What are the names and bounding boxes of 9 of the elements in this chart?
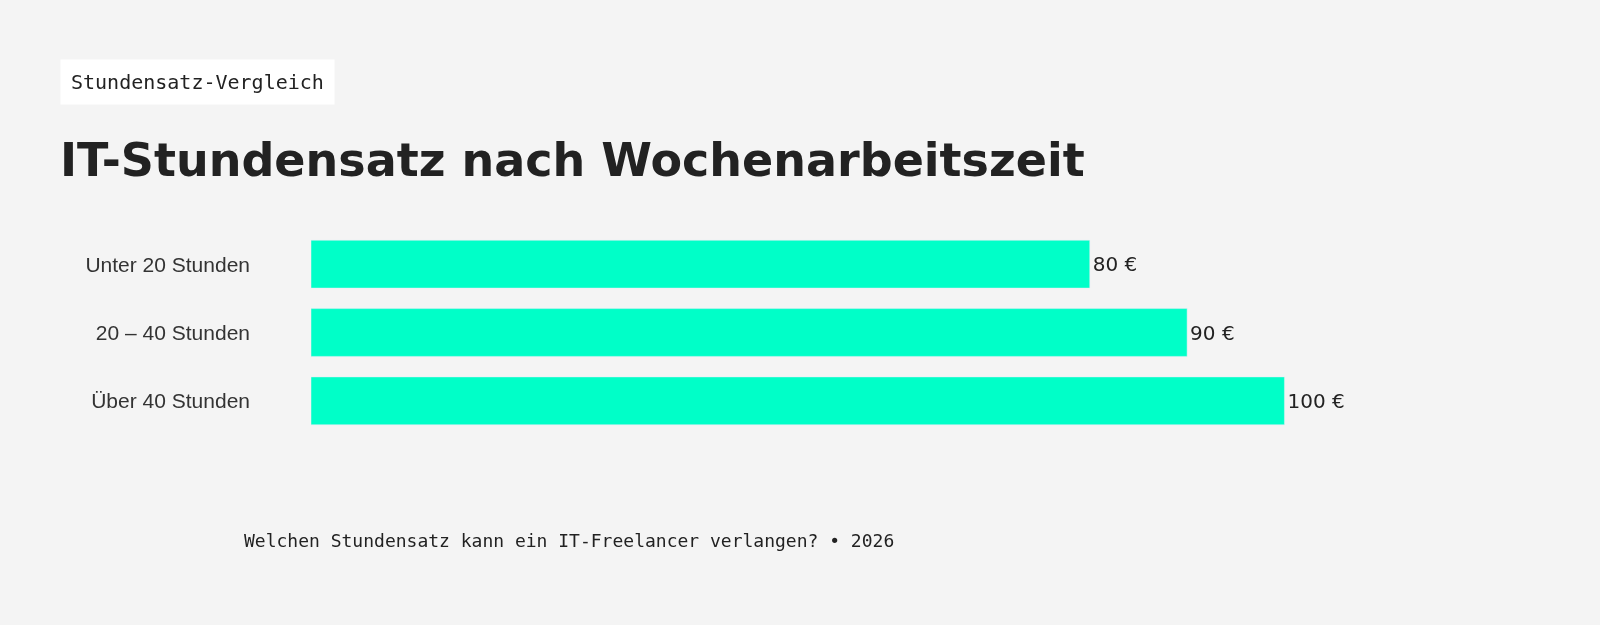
y-tick-label: Unter 20 Stunden bbox=[85, 252, 250, 276]
y-tick-label: Über 40 Stunden bbox=[91, 389, 250, 413]
data-label: 100 € bbox=[1287, 388, 1345, 413]
data-label: 90 € bbox=[1190, 320, 1235, 345]
y-tick-label: 20 – 40 Stunden bbox=[95, 320, 250, 344]
chart-title: IT-Stundensatz nach Wochenarbeitszeit bbox=[60, 133, 1085, 187]
text: Welchen Stundensatz kann ein IT-Freelancer verlangen? • 2026 bbox=[244, 530, 895, 551]
data-label: 80 € bbox=[1092, 252, 1138, 277]
chart-subtitle: Stundensatz-Vergleich bbox=[71, 70, 324, 94]
